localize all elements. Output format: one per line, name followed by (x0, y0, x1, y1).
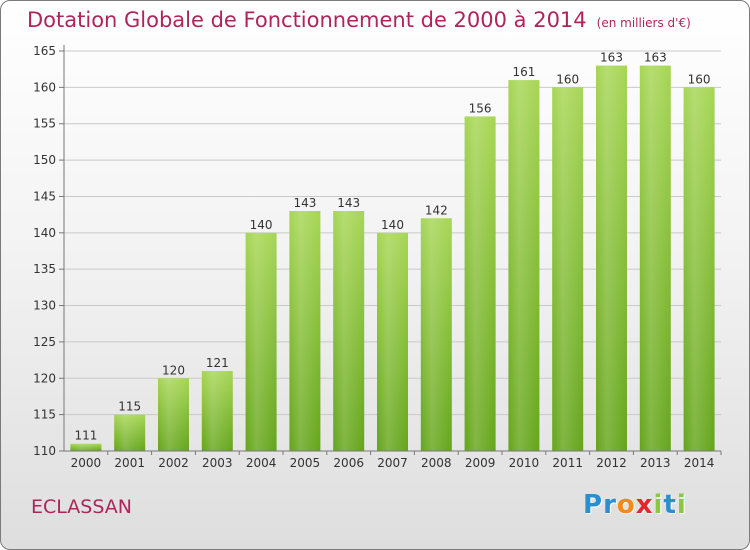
y-tick-label: 110 (33, 444, 56, 458)
y-tick-label: 125 (33, 335, 56, 349)
data-label-2001: 115 (118, 400, 141, 414)
unit-note: (en milliers d'€) (596, 16, 691, 30)
x-tick-label-2011: 2011 (552, 456, 583, 470)
x-tick-label-2006: 2006 (333, 456, 364, 470)
bar-shine-2004 (245, 232, 277, 451)
x-tick-label-2013: 2013 (640, 456, 671, 470)
data-label-2002: 120 (162, 363, 185, 377)
y-tick-label: 135 (33, 262, 56, 276)
x-tick-label-2003: 2003 (202, 456, 233, 470)
bar-shine-2011 (552, 87, 584, 451)
logo-letter: i (676, 490, 687, 520)
x-tick-label-2001: 2001 (114, 456, 145, 470)
data-label-2009: 156 (469, 101, 492, 115)
chart-title: Dotation Globale de Fonctionnement de 20… (27, 8, 691, 32)
y-tick-label: 155 (33, 117, 56, 131)
x-tick-label-2009: 2009 (465, 456, 496, 470)
y-tick-label: 115 (33, 408, 56, 422)
data-label-2004: 140 (250, 218, 273, 232)
data-label-2006: 143 (337, 196, 360, 210)
data-label-2013: 163 (644, 51, 667, 65)
x-tick-label-2002: 2002 (158, 456, 189, 470)
proxiti-logo: Proxiti (583, 490, 687, 520)
bar-shine-2001 (114, 414, 146, 451)
bar-shine-2003 (201, 371, 233, 451)
data-label-2000: 111 (74, 429, 97, 443)
bar-shine-2000 (70, 443, 102, 451)
bar-shine-2006 (333, 211, 365, 451)
x-tick-label-2000: 2000 (71, 456, 102, 470)
data-label-2007: 140 (381, 218, 404, 232)
y-tick-label: 145 (33, 189, 56, 203)
commune-name: ECLASSAN (31, 496, 132, 518)
chart-title-text: Dotation Globale de Fonctionnement de 20… (27, 8, 587, 32)
bar-shine-2010 (508, 80, 540, 451)
y-tick-label: 140 (33, 226, 56, 240)
data-label-2011: 160 (556, 72, 579, 86)
bar-shine-2012 (596, 65, 627, 451)
bar-shine-2007 (377, 232, 408, 451)
y-tick-label: 165 (33, 44, 56, 58)
y-tick-label: 150 (33, 153, 56, 167)
bar-shine-2014 (683, 87, 715, 451)
bar-shine-2002 (158, 378, 189, 451)
data-label-2012: 163 (600, 51, 623, 65)
logo-letter: o (616, 490, 636, 520)
logo-letter: i (653, 490, 664, 520)
bar-shine-2009 (464, 116, 496, 452)
x-tick-label-2007: 2007 (377, 456, 408, 470)
x-tick-label-2012: 2012 (596, 456, 627, 470)
bar-shine-2008 (420, 218, 452, 451)
logo-letter: x (635, 490, 654, 520)
data-label-2010: 161 (512, 65, 535, 79)
x-tick-label-2014: 2014 (684, 456, 715, 470)
logo-letter: t (663, 490, 677, 520)
x-tick-label-2005: 2005 (290, 456, 321, 470)
bar-shine-2013 (639, 65, 671, 451)
data-label-2003: 121 (206, 356, 229, 370)
x-tick-label-2004: 2004 (246, 456, 277, 470)
bar-shine-2005 (289, 211, 321, 451)
data-label-2008: 142 (425, 203, 448, 217)
y-tick-label: 160 (33, 80, 56, 94)
y-tick-label: 120 (33, 371, 56, 385)
x-tick-label-2008: 2008 (421, 456, 452, 470)
data-label-2005: 143 (293, 196, 316, 210)
data-label-2014: 160 (688, 72, 711, 86)
x-tick-label-2010: 2010 (509, 456, 540, 470)
logo-letter: r (603, 490, 617, 520)
y-tick-label: 130 (33, 299, 56, 313)
logo-letter: P (583, 490, 604, 520)
